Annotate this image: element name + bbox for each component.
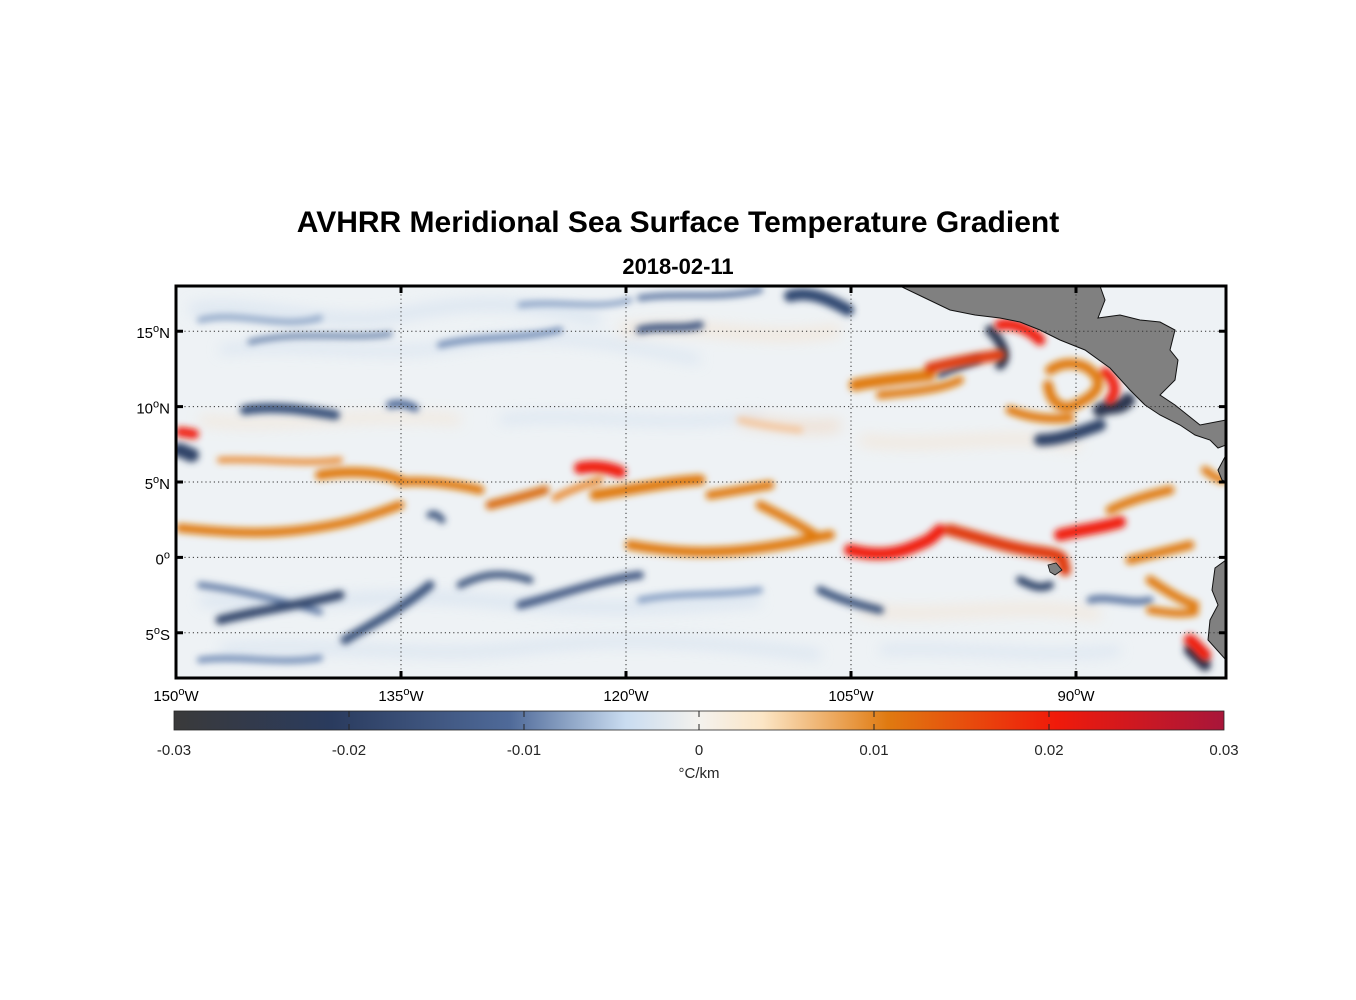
lon-tick-label: 90oW	[1058, 686, 1096, 705]
colorbar-tick-label: -0.02	[332, 742, 366, 759]
galapagos-islands	[1047, 562, 1063, 576]
lat-tick-label: 0o	[156, 549, 170, 568]
colorbar-tick-label: -0.01	[507, 742, 541, 759]
map-date: 2018-02-11	[622, 254, 734, 279]
lon-tick-label: 120oW	[603, 686, 649, 705]
lat-tick-label: 5oS	[146, 625, 170, 644]
central-america-landmass	[899, 286, 1226, 449]
south-america-landmass	[1207, 454, 1226, 661]
colorbar-unit: °C/km	[679, 765, 720, 782]
map-title: AVHRR Meridional Sea Surface Temperature…	[296, 206, 1060, 239]
colorbar-tick-label: 0	[695, 742, 703, 759]
colorbar-tick-label: -0.03	[157, 742, 191, 759]
lon-tick-label: 105oW	[828, 686, 874, 705]
lat-tick-label: 5oN	[145, 474, 170, 493]
map-axes: 150oW 135oW 120oW 105oW 90oW 15oN 10oN 5oN 0o 5oS	[136, 286, 1226, 705]
map-panel	[176, 286, 1226, 678]
lon-tick-label: 135oW	[378, 686, 424, 705]
colorbar-tick-label: 0.01	[859, 742, 888, 759]
lat-tick-label: 10oN	[136, 399, 170, 418]
lon-tick-label: 150oW	[153, 686, 199, 705]
colorbar-tick-label: 0.03	[1209, 742, 1238, 759]
positive-gradient-features	[176, 318, 1226, 661]
colorbar-ticks: -0.03 -0.02 -0.01 0 0.01 0.02 0.03	[157, 711, 1239, 759]
colorbar-tick-label: 0.02	[1034, 742, 1063, 759]
map-grid	[176, 286, 1226, 678]
colorbar: -0.03 -0.02 -0.01 0 0.01 0.02 0.03 °C/km	[157, 710, 1239, 782]
lat-tick-label: 15oN	[136, 323, 170, 342]
